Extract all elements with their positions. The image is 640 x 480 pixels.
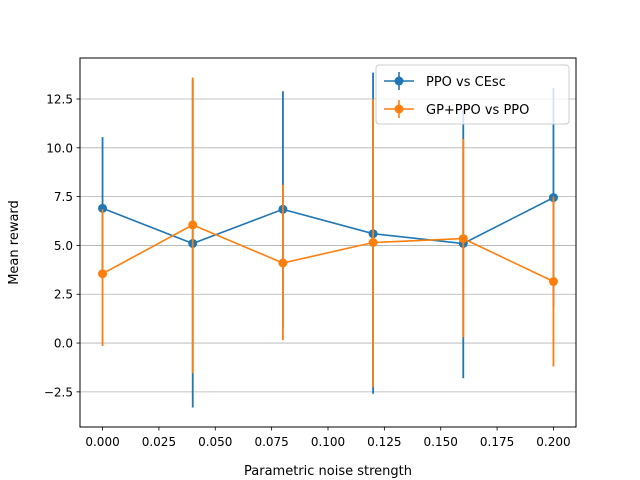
x-tick-label: 0.125 <box>367 435 401 449</box>
legend-box <box>375 64 570 125</box>
data-point <box>458 234 468 244</box>
legend-items: PPO vs CEsc GP+PPO vs PPO <box>384 72 529 118</box>
x-tick-label: 0.075 <box>254 435 288 449</box>
x-tick-label: 0.050 <box>198 435 232 449</box>
series-group <box>98 72 558 408</box>
x-tick-label: 0.025 <box>142 435 176 449</box>
y-tick-label: 7.5 <box>54 190 73 204</box>
y-tick-label: −2.5 <box>44 385 73 399</box>
x-tick-label: 0.100 <box>311 435 345 449</box>
legend-entry-2: GP+PPO vs PPO <box>384 100 529 118</box>
y-axis-ticks: −2.5 0.0 2.5 5.0 7.5 10.0 12.5 <box>44 93 80 399</box>
y-tick-label: 10.0 <box>46 141 73 155</box>
series-2 <box>98 77 558 387</box>
data-point <box>278 258 288 268</box>
y-tick-label: 2.5 <box>54 288 73 302</box>
legend-label: GP+PPO vs PPO <box>426 103 529 118</box>
y-tick-label: 12.5 <box>46 93 73 107</box>
legend: PPO vs CEsc GP+PPO vs PPO <box>375 64 570 125</box>
plot-frame <box>79 57 577 428</box>
legend-marker <box>394 76 404 86</box>
data-point <box>98 269 108 279</box>
data-point <box>548 277 558 287</box>
x-tick-label: 0.175 <box>480 435 514 449</box>
x-axis-ticks: 0.000 0.025 0.050 0.075 0.100 0.125 0.150 0.175… <box>85 427 571 449</box>
x-tick-label: 0.150 <box>424 435 458 449</box>
data-point <box>98 203 108 213</box>
data-point <box>188 220 198 230</box>
x-tick-label: 0.200 <box>536 435 570 449</box>
legend-marker <box>394 104 404 114</box>
x-axis-label: Parametric noise strength <box>244 464 412 479</box>
y-tick-label: 0.0 <box>54 337 73 351</box>
series-line <box>102 196 554 245</box>
series-line <box>102 224 554 283</box>
legend-label: PPO vs CEsc <box>426 75 506 90</box>
legend-entry-1: PPO vs CEsc <box>384 72 506 90</box>
x-tick-label: 0.000 <box>85 435 119 449</box>
y-tick-label: 5.0 <box>54 239 73 253</box>
data-point <box>368 238 378 247</box>
y-axis-label: Mean reward <box>7 200 22 285</box>
